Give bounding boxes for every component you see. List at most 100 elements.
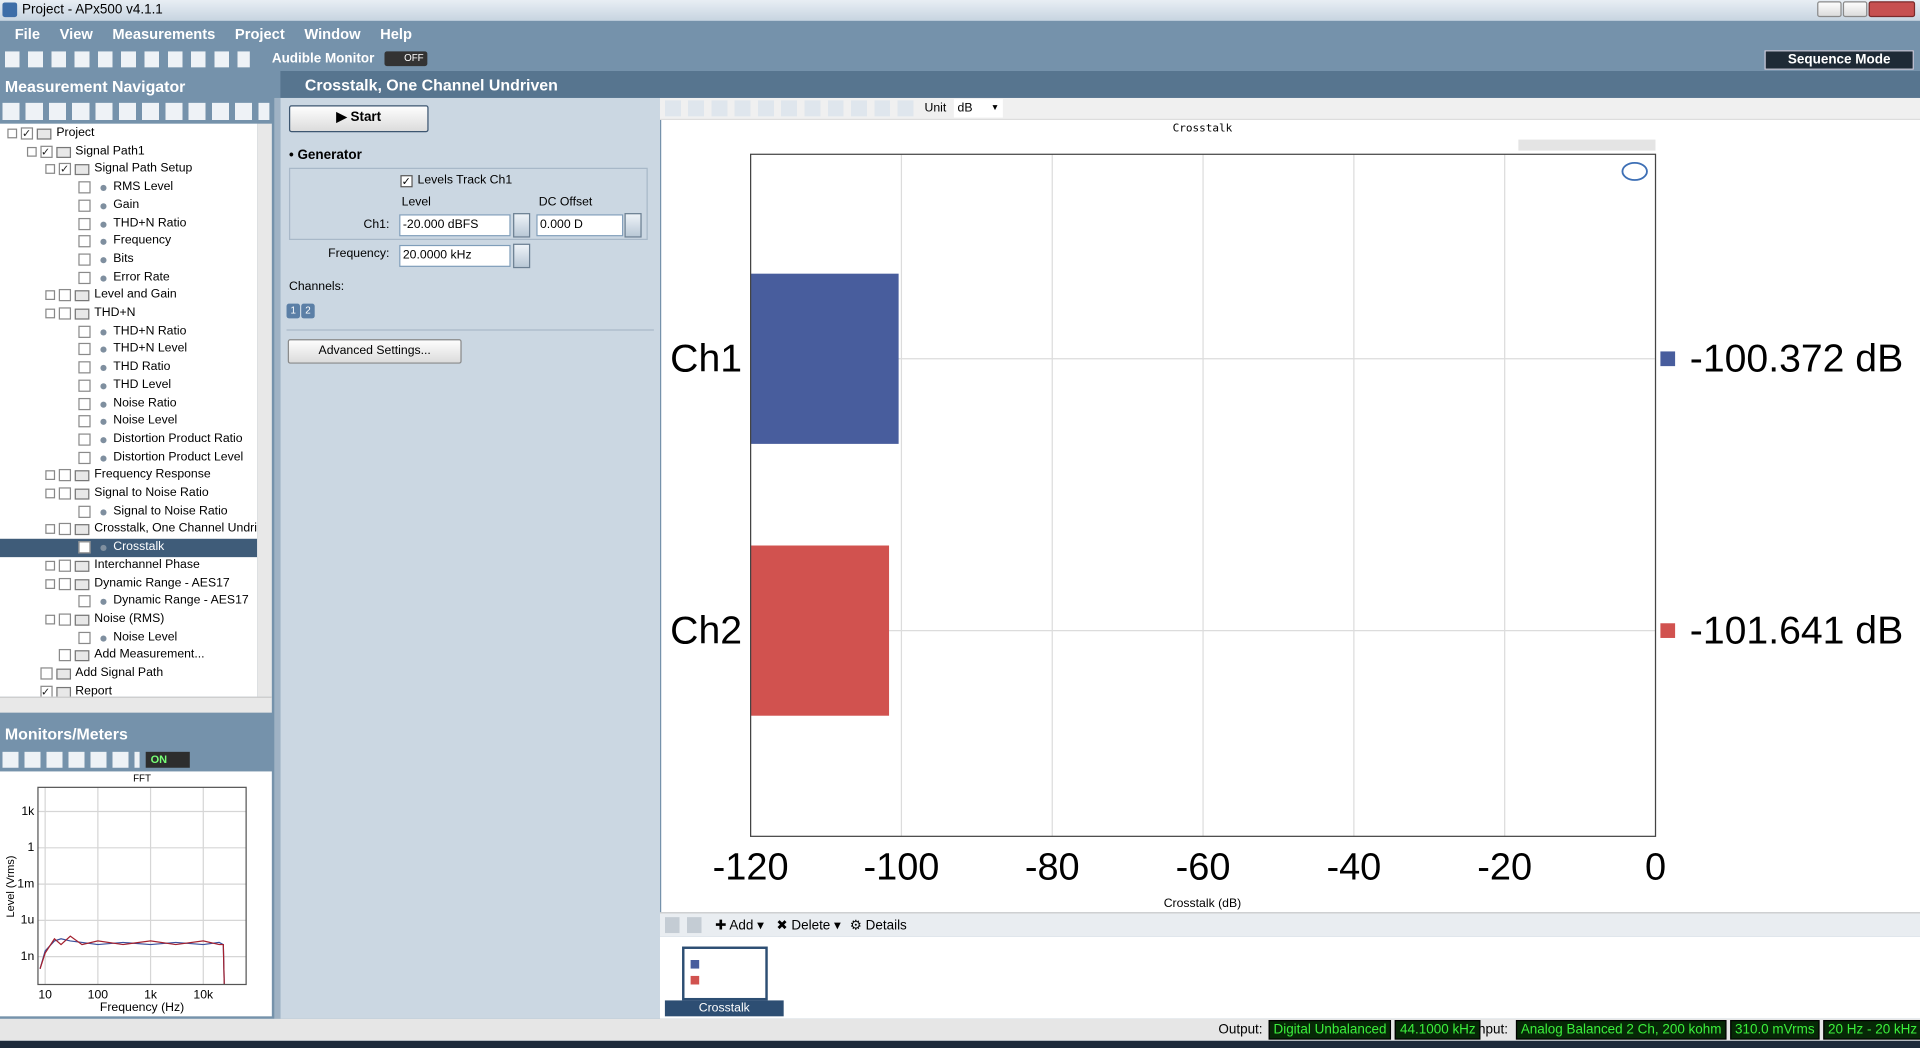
frequency-spinner[interactable]: [513, 243, 531, 269]
monitors-toggle[interactable]: ON: [145, 751, 190, 768]
tree-row[interactable]: THD Level: [0, 377, 257, 395]
tree-row[interactable]: Gain: [0, 197, 257, 215]
menu-item[interactable]: File: [14, 25, 41, 43]
checkbox[interactable]: [77, 397, 91, 410]
tree-row[interactable]: THD+N Ratio: [0, 323, 257, 341]
tree-row[interactable]: Crosstalk: [0, 538, 258, 557]
checkbox[interactable]: [77, 217, 91, 230]
checkbox[interactable]: [77, 199, 91, 212]
sequence-mode-button[interactable]: Sequence Mode: [1764, 50, 1914, 70]
tree-row[interactable]: Noise (RMS): [0, 611, 257, 629]
dc-offset-spinner[interactable]: [624, 213, 642, 238]
tree-row[interactable]: Add Signal Path: [0, 665, 257, 683]
tree-hscrollbar[interactable]: [0, 696, 272, 713]
graph-toolbar-icons[interactable]: [664, 100, 916, 117]
checkbox[interactable]: [58, 649, 72, 662]
channel-button[interactable]: 1: [286, 303, 301, 319]
tree-row[interactable]: Noise Level: [0, 413, 257, 431]
tree-row[interactable]: Distortion Product Ratio: [0, 431, 257, 449]
checkbox[interactable]: ✓: [58, 163, 72, 176]
expander[interactable]: [45, 308, 56, 319]
tree-row[interactable]: Dynamic Range - AES17: [0, 575, 257, 593]
expander[interactable]: [45, 614, 56, 625]
checkbox[interactable]: [58, 559, 72, 572]
checkbox[interactable]: [77, 451, 91, 464]
expander[interactable]: [45, 578, 56, 589]
checkbox[interactable]: ✓: [39, 685, 53, 697]
checkbox[interactable]: [77, 505, 91, 518]
navigator-toolbar[interactable]: [2, 102, 270, 121]
monitors-toolbar[interactable]: [2, 751, 140, 768]
splitter[interactable]: [274, 97, 281, 1019]
checkbox[interactable]: [58, 289, 72, 302]
checkbox[interactable]: [77, 631, 91, 644]
nav-arrows[interactable]: [664, 917, 702, 934]
level-spinner[interactable]: [513, 213, 531, 238]
tree-row[interactable]: THD+N Level: [0, 341, 257, 359]
tree-row[interactable]: Noise Level: [0, 629, 257, 647]
audible-monitor-toggle[interactable]: OFF: [384, 51, 428, 67]
close-button[interactable]: [1868, 1, 1916, 18]
unit-combo[interactable]: dB ▼: [953, 99, 1003, 118]
checkbox[interactable]: [77, 325, 91, 338]
tree-row[interactable]: THD Ratio: [0, 359, 257, 377]
tree-row[interactable]: Dynamic Range - AES17: [0, 593, 257, 611]
tree-row[interactable]: ✓ Report: [0, 683, 257, 697]
details-button[interactable]: ⚙ Details: [849, 918, 907, 934]
tree-row[interactable]: Level and Gain: [0, 287, 257, 305]
checkbox[interactable]: [77, 415, 91, 428]
checkbox[interactable]: [77, 235, 91, 248]
checkbox[interactable]: [77, 595, 91, 608]
minimize-button[interactable]: [1817, 1, 1842, 18]
channel-button[interactable]: 2: [301, 303, 315, 319]
checkbox[interactable]: [77, 361, 91, 374]
checkbox[interactable]: [77, 433, 91, 446]
checkbox[interactable]: [58, 307, 72, 320]
level-combo[interactable]: -20.000 dBFS: [399, 214, 511, 237]
tree-row[interactable]: Error Rate: [0, 269, 257, 287]
checkbox[interactable]: ✓: [20, 127, 34, 140]
tree-row[interactable]: Signal to Noise Ratio: [0, 503, 257, 521]
menu-item[interactable]: View: [59, 25, 93, 43]
expander[interactable]: [45, 470, 56, 481]
menu-item[interactable]: Measurements: [112, 25, 216, 43]
tree-row[interactable]: RMS Level: [0, 179, 257, 197]
tree-row[interactable]: Frequency: [0, 233, 257, 251]
tree-row[interactable]: Crosstalk, One Channel Undriv: [0, 521, 257, 539]
checkbox[interactable]: [77, 181, 91, 194]
tree-row[interactable]: THD+N Ratio: [0, 215, 257, 233]
checkbox[interactable]: [77, 541, 91, 554]
tree-scrollbar[interactable]: [257, 123, 272, 697]
tree-row[interactable]: THD+N: [0, 305, 257, 323]
tree-row[interactable]: ✓ Signal Path Setup: [0, 161, 257, 179]
expander[interactable]: [45, 560, 56, 571]
checkbox[interactable]: [77, 343, 91, 356]
start-button[interactable]: ▶ Start: [288, 105, 429, 133]
expander[interactable]: [7, 128, 18, 139]
dc-offset-combo[interactable]: 0.000 D: [536, 214, 624, 237]
menu-item[interactable]: Project: [234, 25, 285, 43]
checkbox[interactable]: ✓: [39, 145, 53, 158]
expander[interactable]: [45, 488, 56, 499]
checkbox[interactable]: [77, 271, 91, 284]
expander[interactable]: [45, 524, 56, 535]
menu-item[interactable]: Help: [380, 25, 412, 43]
tree-row[interactable]: Distortion Product Level: [0, 449, 257, 467]
maximize-button[interactable]: [1842, 1, 1868, 18]
checkbox[interactable]: [58, 523, 72, 536]
tree-row[interactable]: Frequency Response: [0, 467, 257, 485]
expander[interactable]: [45, 290, 56, 301]
frequency-combo[interactable]: 20.0000 kHz: [399, 244, 511, 267]
tree-row[interactable]: Interchannel Phase: [0, 557, 257, 575]
checkbox[interactable]: [58, 577, 72, 590]
tree-row[interactable]: ✓ Signal Path1: [0, 143, 257, 161]
delete-button[interactable]: ✖ Delete ▾: [776, 918, 841, 934]
tree-row[interactable]: Add Measurement...: [0, 647, 257, 665]
checkbox[interactable]: [77, 253, 91, 266]
levels-track-checkbox[interactable]: ✓: [400, 175, 413, 188]
checkbox[interactable]: [39, 667, 53, 680]
tree-row[interactable]: Signal to Noise Ratio: [0, 485, 257, 503]
add-button[interactable]: ✚ Add ▾: [715, 918, 764, 934]
expander[interactable]: [45, 164, 56, 175]
expander[interactable]: [26, 146, 37, 157]
